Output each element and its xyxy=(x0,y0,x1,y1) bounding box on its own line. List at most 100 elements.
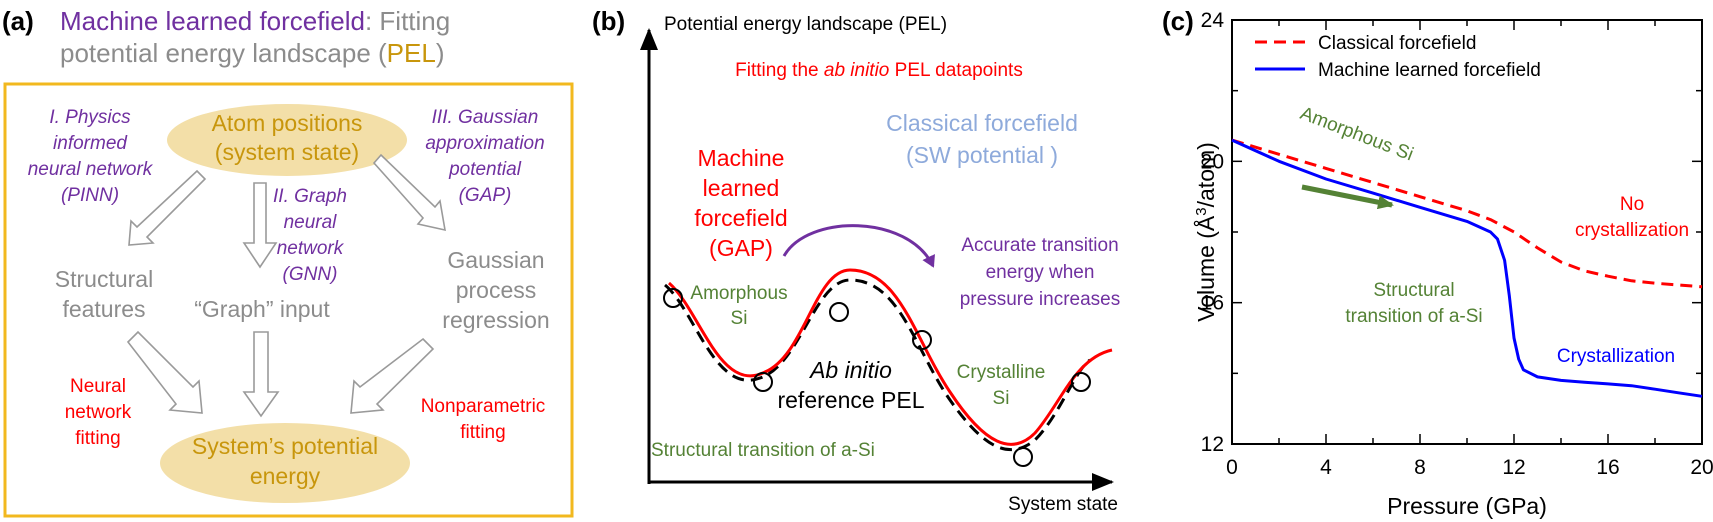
arrow-to-structural xyxy=(128,169,207,246)
panel-c: (c) 0 4 8 12 16 20 12 16 20 24 Pressure (GPa) Vo… xyxy=(1162,6,1713,519)
gap-line3: potential xyxy=(448,159,522,180)
panel-a: (a) Machine learned forcefield: Fitting … xyxy=(2,6,574,518)
pinn-line3: neural network xyxy=(28,159,154,180)
arrow-to-graph xyxy=(242,182,278,269)
y-axis-label: Volume (Å3/atom) xyxy=(1192,142,1219,322)
abinitio-point xyxy=(753,372,773,392)
transition-arrow xyxy=(782,224,935,268)
no-cryst-line1: No xyxy=(1620,194,1644,215)
graph-input-label: “Graph” input xyxy=(194,296,330,322)
legend-classical: Classical forcefield xyxy=(1318,33,1476,54)
title-ml-forcefield: Machine learned forcefield xyxy=(60,6,365,36)
system-energy-ellipse xyxy=(160,423,410,503)
system-energy-line1: System’s potential xyxy=(192,433,378,459)
title-pel-text: potential energy landscape ( xyxy=(60,38,387,68)
neural-fit-line1: Neural xyxy=(70,376,126,397)
pinn-line4: (PINN) xyxy=(61,185,119,206)
y-axis-label-sup: 3 xyxy=(1193,207,1210,215)
panel-c-label: (c) xyxy=(1162,6,1194,36)
abinitio-points xyxy=(663,288,1091,467)
arrow-graph-to-energy xyxy=(242,331,280,418)
accurate-line1: Accurate transition xyxy=(961,235,1118,256)
gap-line2: approximation xyxy=(425,133,544,154)
structural-c-line2: transition of a-Si xyxy=(1345,306,1482,327)
x-tick-label: 20 xyxy=(1690,456,1713,479)
crystalline-line2: Si xyxy=(993,388,1010,409)
ml-label-line4: (GAP) xyxy=(709,235,773,261)
classical-label-line1: Classical forcefield xyxy=(886,110,1078,136)
y-axis-label-suffix: /atom) xyxy=(1193,142,1219,207)
atom-positions-line1: Atom positions xyxy=(212,110,363,136)
pel-y-axis-label: Potential energy landscape (PEL) xyxy=(664,14,947,35)
accurate-line3: pressure increases xyxy=(960,289,1121,310)
gnn-line3: network xyxy=(277,238,345,259)
y-axis-label-prefix: Volume ( xyxy=(1193,231,1219,322)
gpr-line2: process xyxy=(456,277,537,303)
bottom-arrows xyxy=(126,330,435,418)
x-axis-label: Pressure (GPa) xyxy=(1387,493,1547,519)
gpr-line1: Gaussian xyxy=(447,247,544,273)
y-tick-label: 24 xyxy=(1201,9,1225,32)
x-tick-label: 4 xyxy=(1320,456,1332,479)
amorphous-line2: Si xyxy=(731,308,748,329)
classical-label-line2: (SW potential ) xyxy=(906,142,1058,168)
fitting-title-before: Fitting the xyxy=(735,60,824,81)
abinitio-point xyxy=(912,330,932,350)
amorphous-line1: Amorphous xyxy=(690,283,787,304)
atom-positions-line2: (system state) xyxy=(215,139,359,165)
gap-line1: III. Gaussian xyxy=(432,107,539,128)
pel-x-axis-label: System state xyxy=(1008,494,1118,515)
accurate-line2: energy when xyxy=(986,262,1095,283)
fitting-title-after: PEL datapoints xyxy=(889,60,1022,81)
panel-a-title-line1: Machine learned forcefield: Fitting xyxy=(60,6,450,36)
abinitio-point xyxy=(663,288,683,308)
y-tick-label: 12 xyxy=(1201,433,1224,456)
neural-fit-line2: network xyxy=(65,402,132,423)
abinitio-point xyxy=(1071,372,1091,392)
x-tick-label: 8 xyxy=(1414,456,1426,479)
x-tick-label: 16 xyxy=(1596,456,1619,479)
panel-b: (b) Potential energy landscape (PEL) Sys… xyxy=(592,6,1120,515)
legend-ml: Machine learned forcefield xyxy=(1318,60,1541,81)
top-arrows xyxy=(128,153,446,269)
system-energy-line2: energy xyxy=(250,463,321,489)
y-axis-ticks: 12 16 20 24 xyxy=(1201,9,1702,456)
neural-fit-line3: fitting xyxy=(75,428,120,449)
ml-label-line1: Machine xyxy=(698,145,785,171)
gnn-line4: (GNN) xyxy=(283,264,338,285)
x-tick-label: 12 xyxy=(1502,456,1525,479)
title-pel-abbrev: PEL xyxy=(387,38,436,68)
ml-label-line2: learned xyxy=(703,175,780,201)
abinitio-point xyxy=(1013,447,1033,467)
gnn-line2: neural xyxy=(284,212,338,233)
no-cryst-line2: crystallization xyxy=(1575,220,1689,241)
panel-a-title-line2: potential energy landscape (PEL) xyxy=(60,38,445,68)
y-tick-label: 16 xyxy=(1201,292,1224,315)
structural-features-line1: Structural xyxy=(55,266,153,292)
gpr-line3: regression xyxy=(442,307,549,333)
gap-line4: (GAP) xyxy=(459,185,512,206)
pinn-line2: informed xyxy=(53,133,128,154)
abinitio-point xyxy=(829,302,849,322)
atom-positions-ellipse xyxy=(167,104,407,176)
arrow-structural-to-energy xyxy=(126,330,203,414)
panel-a-label: (a) xyxy=(2,6,34,36)
x-axis-ticks: 0 4 8 12 16 20 xyxy=(1226,20,1713,479)
nonparam-fit-line1: Nonparametric xyxy=(421,396,546,417)
abinitio-line2: reference PEL xyxy=(777,387,924,413)
ml-label-line3: forcefield xyxy=(694,205,787,231)
arrow-gpr-to-energy xyxy=(350,337,435,414)
panel-b-label: (b) xyxy=(592,6,625,36)
gnn-line1: II. Graph xyxy=(273,186,347,207)
arrow-to-gpr xyxy=(372,153,446,232)
abinitio-pel-curve xyxy=(664,278,1091,451)
ml-pel-curve xyxy=(668,268,1113,446)
structural-c-line1: Structural xyxy=(1373,280,1454,301)
y-axis-label-unit: Å xyxy=(1192,215,1219,231)
green-direction-arrow xyxy=(1301,184,1394,210)
x-tick-label: 0 xyxy=(1226,456,1238,479)
fitting-title-italic: ab initio xyxy=(824,60,890,81)
abinitio-line1: Ab initio xyxy=(808,357,892,383)
crystalline-line1: Crystalline xyxy=(957,362,1046,383)
crystallization-label: Crystallization xyxy=(1557,346,1675,367)
